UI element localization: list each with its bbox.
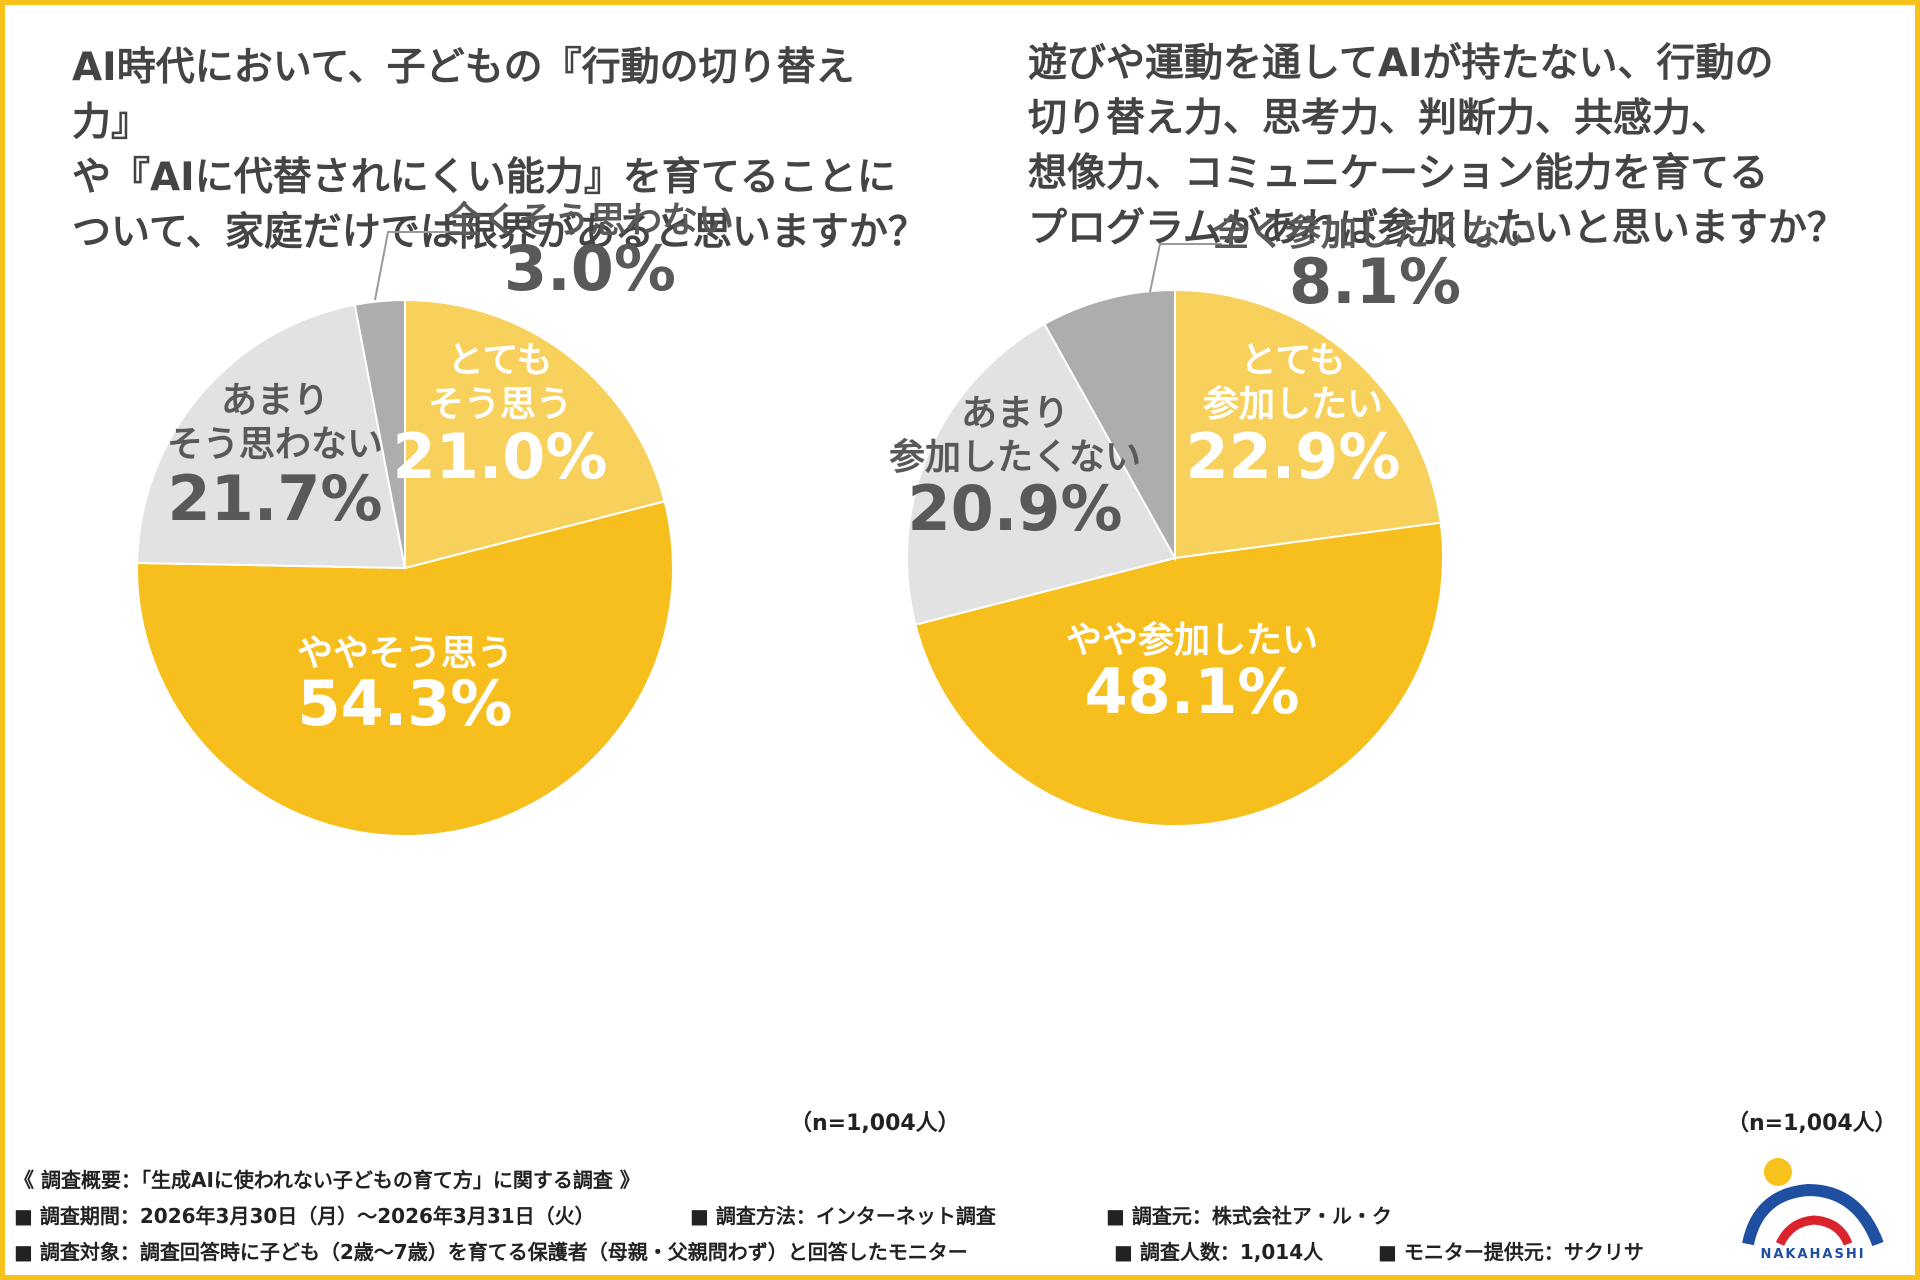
pie-slice-right-not-really: [906, 322, 1177, 626]
slice-label-left-somewhat: ややそう思う: [297, 633, 513, 674]
survey-source: ■ 調査元：株式会社ア・ル・ク: [1106, 1204, 1392, 1228]
survey-heading: 《 調査概要：「生成AIに使われない子どもの育て方」に関する調査 》: [14, 1168, 640, 1192]
slice-label-right-somewhat: やや参加したい: [1066, 620, 1318, 661]
chart-title-left: AI時代において、子どもの『行動の切り替え力』 や『AIに代替されにくい能力』を…: [72, 45, 927, 255]
pie-slice-left-not-really: [136, 303, 407, 570]
leader-line-right: [1149, 243, 1222, 293]
survey-period: ■ 調査期間：2026年3月30日（月）～2026年3月31日（火）: [14, 1204, 595, 1228]
slice-value-left-very: 21.0%: [392, 420, 607, 493]
slice-value-left-not-really: 21.7%: [167, 462, 382, 535]
slice-value-right-not-at-all: 8.1%: [1289, 245, 1461, 318]
logo-arc-red: [1775, 1215, 1853, 1247]
pie-slice-right-somewhat: [914, 521, 1444, 827]
sample-size-left: （n=1,004人）: [790, 1111, 960, 1136]
logo-sun-icon: [1764, 1158, 1792, 1186]
pie-slice-left-not-at-all: [353, 298, 406, 569]
logo-text: NAKAHASHI: [1760, 1247, 1865, 1260]
slice-label-left-not-at-all: 全くそう思わない: [445, 199, 734, 241]
pie-slice-right-very: [1174, 288, 1442, 560]
survey-count: ■ 調査人数：1,014人: [1114, 1240, 1324, 1264]
pie-slice-right-not-at-all: [1043, 288, 1176, 562]
slice-label-left-very: とてもそう思う: [428, 340, 572, 425]
survey-target: ■ 調査対象：調査回答時に子ども（2歳～7歳）を育てる保護者（母親・父親問わず）…: [14, 1240, 968, 1264]
survey-provider: ■ モニター提供元：サクリサ: [1378, 1240, 1644, 1264]
slice-value-left-not-at-all: 3.0%: [504, 232, 676, 305]
slice-value-right-somewhat: 48.1%: [1084, 655, 1299, 728]
slice-value-right-very: 22.9%: [1185, 420, 1400, 493]
sample-size-right: （n=1,004人）: [1727, 1111, 1897, 1136]
slice-value-right-not-really: 20.9%: [907, 472, 1122, 545]
logo-arc-white: [1762, 1201, 1866, 1246]
slice-label-right-not-really: あまり参加したくない: [889, 393, 1141, 478]
pie-slice-left-very: [404, 298, 666, 570]
slice-label-left-not-really: あまりそう思わない: [167, 380, 383, 465]
logo-arc-blue: [1742, 1183, 1884, 1247]
survey-method: ■ 調査方法：インターネット調査: [690, 1204, 996, 1228]
pie-slice-left-somewhat: [136, 500, 675, 837]
leader-line-left: [374, 231, 460, 301]
nakahashi-logo: NAKAHASHI: [1742, 1158, 1884, 1260]
slice-value-left-somewhat: 54.3%: [297, 667, 512, 740]
slice-label-right-very: とても参加したい: [1203, 340, 1383, 425]
slice-label-right-not-at-all: 全く参加したくない: [1212, 212, 1537, 254]
